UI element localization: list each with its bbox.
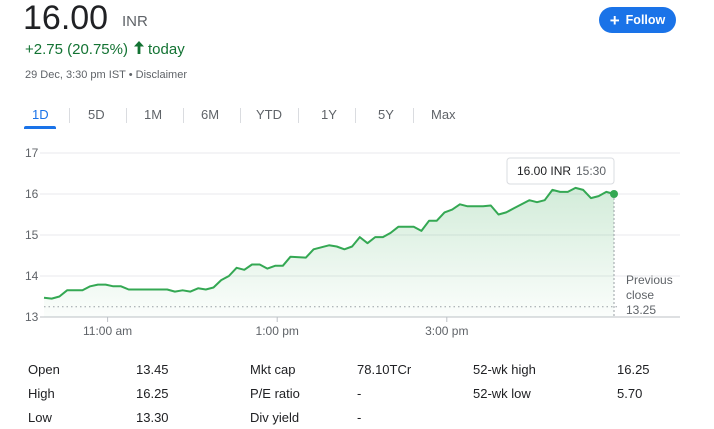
- x-tick-label: 3:00 pm: [425, 324, 468, 338]
- stat-label-mkt-cap: Mkt cap: [250, 362, 296, 377]
- tab-1d[interactable]: 1D: [24, 103, 56, 129]
- tab-5y[interactable]: 5Y: [378, 103, 394, 127]
- x-tick-label: 11:00 am: [83, 324, 132, 338]
- change-period: today: [148, 41, 185, 58]
- y-tick-label: 17: [25, 146, 39, 160]
- change-value: +2.75 (20.75%): [25, 41, 128, 58]
- stat-label-52wk-high: 52-wk high: [473, 362, 536, 377]
- tab-label: Max: [431, 107, 456, 122]
- follow-label: Follow: [625, 13, 666, 27]
- y-tick-label: 16: [25, 187, 39, 201]
- timestamp-disclaimer[interactable]: 29 Dec, 3:30 pm IST • Disclaimer: [25, 69, 187, 81]
- price-change: +2.75 (20.75%) today: [25, 40, 185, 60]
- y-tick-label: 13: [25, 310, 39, 324]
- stat-value-52wk-high: 16.25: [617, 362, 650, 377]
- active-tab-indicator: [24, 126, 56, 129]
- last-point-marker: [610, 190, 618, 198]
- price-chart[interactable]: 17 16 15 14 13 11:00 am 1:00 pm 3:00 pm Previous…: [0, 140, 714, 340]
- tab-divider: [413, 108, 414, 123]
- tab-label: YTD: [256, 107, 282, 122]
- tooltip-box: [506, 157, 615, 185]
- currency-code: INR: [122, 13, 148, 30]
- tab-label: 6M: [201, 107, 220, 122]
- stat-label-open: Open: [28, 362, 60, 377]
- tooltip-price: 16.00 INR: [517, 164, 571, 178]
- stat-value-div-yield: -: [357, 410, 362, 425]
- stat-value-mkt-cap: 78.10TCr: [357, 362, 412, 377]
- x-tick-label: 1:00 pm: [256, 324, 299, 338]
- previous-close-label: Previous close: [626, 273, 673, 302]
- tab-divider: [298, 108, 299, 123]
- tab-6m[interactable]: 6M: [201, 103, 219, 127]
- tab-divider: [240, 108, 241, 123]
- stat-label-52wk-low: 52-wk low: [473, 386, 531, 401]
- stat-value-open: 13.45: [136, 362, 169, 377]
- stat-label-div-yield: Div yield: [250, 410, 300, 425]
- follow-button[interactable]: + Follow: [599, 7, 676, 33]
- stat-value-52wk-low: 5.70: [617, 386, 643, 401]
- range-tabs: 1D 5D 1M 6M YTD 1Y 5Y Max: [24, 103, 464, 129]
- key-stats: Open 13.45 High 16.25 Low 13.30 Mkt cap …: [0, 355, 714, 429]
- tab-label: 5D: [88, 107, 105, 122]
- stat-value-pe-ratio: -: [357, 386, 362, 401]
- tooltip-time: 15:30: [576, 164, 606, 178]
- stat-value-low: 13.30: [136, 410, 169, 425]
- y-tick-label: 15: [25, 228, 39, 242]
- stat-value-high: 16.25: [136, 386, 169, 401]
- tab-label: 1Y: [321, 107, 337, 122]
- price-area: [44, 187, 614, 317]
- tab-label: 1M: [144, 107, 163, 122]
- tab-divider: [183, 108, 184, 123]
- stat-label-pe-ratio: P/E ratio: [250, 386, 300, 401]
- tab-1m[interactable]: 1M: [144, 103, 162, 127]
- stat-label-high: High: [28, 386, 55, 401]
- tab-divider: [126, 108, 127, 123]
- tab-max[interactable]: Max: [431, 103, 456, 127]
- y-tick-label: 14: [25, 269, 39, 283]
- previous-close-value: 13.25: [626, 303, 656, 317]
- current-price: 16.00: [23, 0, 109, 37]
- tab-divider: [69, 108, 70, 123]
- stat-label-low: Low: [28, 410, 52, 425]
- tab-divider: [355, 108, 356, 123]
- price-line: [43, 186, 615, 300]
- arrow-up-icon: [134, 40, 144, 60]
- tab-label: 1D: [32, 107, 49, 122]
- tab-label: 5Y: [378, 107, 394, 122]
- tab-ytd[interactable]: YTD: [256, 103, 282, 127]
- tab-1y[interactable]: 1Y: [321, 103, 337, 127]
- plus-icon: +: [609, 10, 620, 30]
- tab-5d[interactable]: 5D: [88, 103, 105, 127]
